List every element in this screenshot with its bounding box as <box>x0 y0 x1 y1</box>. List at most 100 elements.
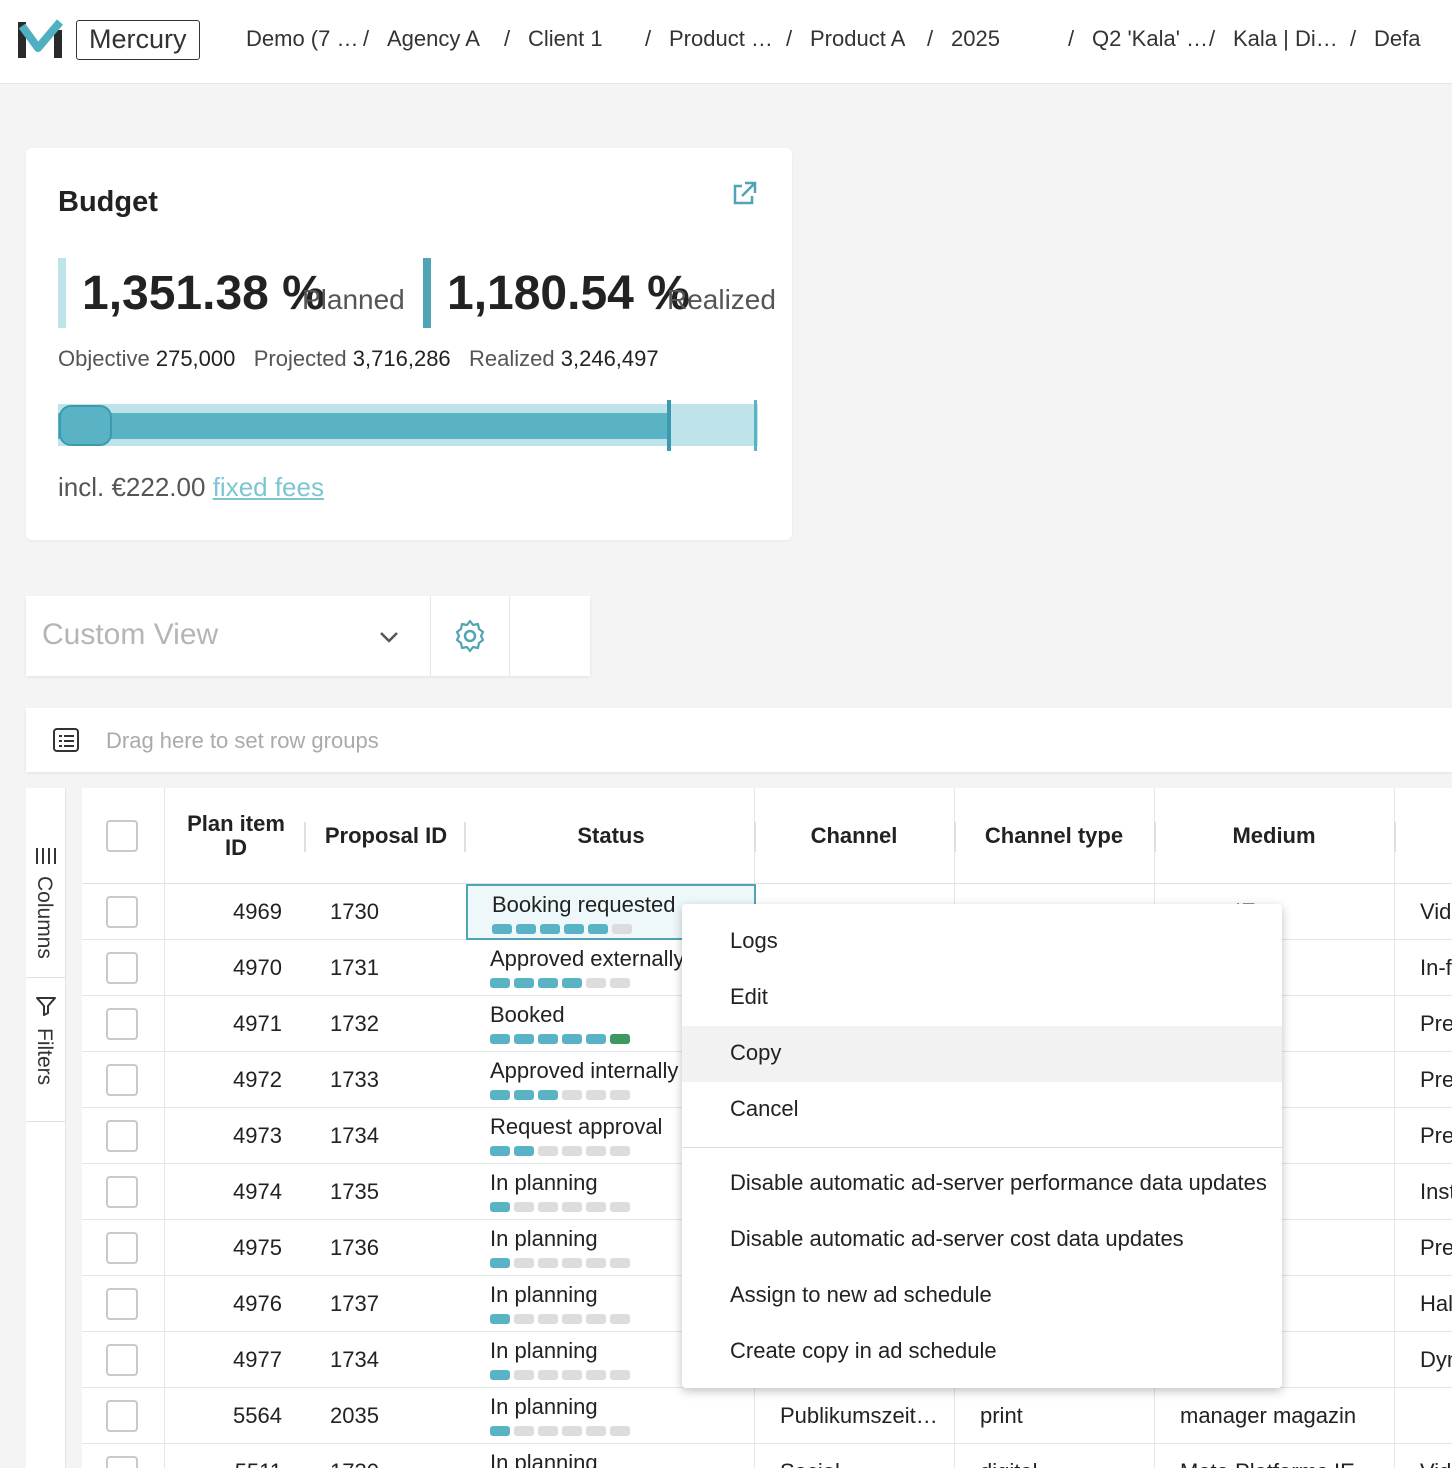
channel-type-cell[interactable]: digital <box>980 1459 1140 1468</box>
plan-item-id-cell[interactable]: 4975 <box>233 1235 282 1260</box>
next-column-cell[interactable]: Inst <box>1420 1179 1452 1204</box>
header-plan-item-id[interactable]: Plan item ID <box>187 811 285 860</box>
row-checkbox[interactable] <box>106 1232 138 1264</box>
proposal-id-cell[interactable]: 1734 <box>330 1347 379 1372</box>
row-checkbox[interactable] <box>106 1456 138 1468</box>
budget-progress-handle[interactable] <box>59 405 112 446</box>
plan-item-id-cell[interactable]: 4973 <box>233 1123 282 1148</box>
channel-cell[interactable]: Publikumszeit… <box>780 1403 938 1428</box>
status-cell[interactable]: In planning <box>466 1444 756 1468</box>
breadcrumb-item[interactable]: Product … <box>669 26 773 51</box>
breadcrumb-item[interactable]: 2025 <box>951 26 1000 51</box>
proposal-id-cell[interactable]: 1732 <box>330 1011 379 1036</box>
status-cell[interactable]: Booked <box>466 996 756 1052</box>
breadcrumb-item[interactable]: Product A <box>810 26 906 51</box>
row-checkbox[interactable] <box>106 1008 138 1040</box>
status-cell[interactable]: Approved internally <box>466 1052 756 1108</box>
header-proposal-id[interactable]: Proposal ID <box>324 823 448 848</box>
medium-cell[interactable]: Meta Platforms IE … <box>1180 1459 1380 1468</box>
plan-item-id-cell[interactable]: 4974 <box>233 1179 282 1204</box>
status-cell[interactable]: In planning <box>466 1276 756 1332</box>
next-column-cell[interactable]: Dyn <box>1420 1347 1452 1372</box>
status-cell[interactable]: In planning <box>466 1332 756 1388</box>
filters-tab[interactable]: Filters <box>26 978 66 1122</box>
mercury-logo-icon[interactable] <box>16 18 64 60</box>
next-column-cell[interactable]: Pre <box>1420 1011 1452 1036</box>
status-progress-step <box>538 1090 558 1100</box>
columns-tab[interactable]: Columns <box>26 820 66 978</box>
external-link-icon[interactable] <box>730 180 758 208</box>
plan-item-id-cell[interactable]: 5511 <box>178 1459 282 1468</box>
proposal-id-cell[interactable]: 1736 <box>330 1235 379 1260</box>
proposal-id-cell[interactable]: 1733 <box>330 1067 379 1092</box>
plan-item-id-cell[interactable]: 4969 <box>233 899 282 924</box>
next-column-cell[interactable]: Hal <box>1420 1291 1452 1316</box>
next-column-cell[interactable]: Vid <box>1420 1459 1452 1468</box>
status-progress-step <box>610 978 630 988</box>
status-cell[interactable]: Approved externally <box>466 940 756 996</box>
next-column-cell[interactable]: Pre <box>1420 1123 1452 1148</box>
channel-cell[interactable]: Social <box>780 1459 940 1468</box>
table-row[interactable]: 5511 1730 In planning Social digital Meta Pla… <box>82 1444 1452 1468</box>
channel-type-cell[interactable]: print <box>980 1403 1023 1428</box>
proposal-id-cell[interactable]: 1730 <box>330 1459 450 1468</box>
select-all-checkbox[interactable] <box>106 820 138 852</box>
fixed-fees-link[interactable]: fixed fees <box>212 472 324 502</box>
proposal-id-cell[interactable]: 1734 <box>330 1123 379 1148</box>
breadcrumb-item[interactable]: Agency A <box>387 26 480 51</box>
status-cell[interactable]: In planning <box>466 1220 756 1276</box>
row-checkbox[interactable] <box>106 1064 138 1096</box>
plan-item-id-cell[interactable]: 4976 <box>233 1291 282 1316</box>
menu-item-bottom[interactable]: Disable automatic ad-server cost data up… <box>682 1212 1282 1268</box>
header-status[interactable]: Status <box>577 823 645 848</box>
next-column-cell[interactable]: Vid <box>1420 899 1452 924</box>
next-column-cell[interactable]: In-f <box>1420 955 1452 980</box>
breadcrumb-item[interactable]: Q2 'Kala' … <box>1092 26 1209 51</box>
menu-item-cancel[interactable]: Cancel <box>682 1082 1282 1138</box>
proposal-id-cell[interactable]: 2035 <box>330 1403 379 1428</box>
medium-cell[interactable]: manager magazin <box>1180 1403 1357 1428</box>
menu-item-copy[interactable]: Copy <box>682 1026 1282 1082</box>
breadcrumb-item[interactable]: Defau <box>1374 26 1422 51</box>
status-cell[interactable]: Request approval <box>466 1108 756 1164</box>
menu-item-bottom[interactable]: Disable automatic ad-server performance … <box>682 1156 1282 1212</box>
row-checkbox[interactable] <box>106 1176 138 1208</box>
breadcrumb-item[interactable]: Client 1 <box>528 26 603 51</box>
row-checkbox[interactable] <box>106 1400 138 1432</box>
header-medium[interactable]: Medium <box>1232 823 1316 848</box>
header-channel-type[interactable]: Channel type <box>984 823 1124 848</box>
row-checkbox[interactable] <box>106 1120 138 1152</box>
plan-item-id-cell[interactable]: 5564 <box>233 1403 282 1428</box>
next-column-cell[interactable]: Pre <box>1420 1235 1452 1260</box>
row-checkbox[interactable] <box>106 1288 138 1320</box>
row-checkbox[interactable] <box>106 952 138 984</box>
proposal-id-cell[interactable]: 1735 <box>330 1179 379 1204</box>
plan-item-id-cell[interactable]: 4971 <box>233 1011 282 1036</box>
status-cell[interactable]: In planning <box>466 1388 756 1444</box>
row-checkbox[interactable] <box>106 896 138 928</box>
menu-item-edit[interactable]: Edit <box>682 970 1282 1026</box>
status-cell[interactable]: Booking requested <box>466 884 756 940</box>
proposal-id-cell[interactable]: 1737 <box>330 1291 379 1316</box>
menu-item-logs[interactable]: Logs <box>682 914 1282 970</box>
plan-item-id-cell[interactable]: 4970 <box>233 955 282 980</box>
table-row[interactable]: 5564 2035 In planning Publikumszeit… print ma… <box>82 1388 1452 1444</box>
breadcrumb-item[interactable]: Kala | Di… <box>1233 26 1338 51</box>
plan-item-id-cell[interactable]: 4972 <box>233 1067 282 1092</box>
next-column-cell[interactable]: Pre <box>1420 1067 1452 1092</box>
menu-item-bottom[interactable]: Assign to new ad schedule <box>682 1268 1282 1324</box>
plan-item-id-cell[interactable]: 4977 <box>233 1347 282 1372</box>
status-label: In planning <box>490 1450 598 1468</box>
custom-view-select[interactable]: Custom View <box>26 596 430 676</box>
header-channel[interactable]: Channel <box>810 823 898 848</box>
app-name[interactable]: Mercury <box>76 20 200 60</box>
status-cell[interactable]: In planning <box>466 1164 756 1220</box>
row-checkbox[interactable] <box>106 1344 138 1376</box>
proposal-id-cell[interactable]: 1731 <box>330 955 379 980</box>
menu-item-bottom[interactable]: Create copy in ad schedule <box>682 1324 1282 1380</box>
gear-icon[interactable] <box>452 618 488 654</box>
breadcrumb-item[interactable]: Demo (7 … <box>246 26 359 51</box>
row-groups-bar[interactable]: Drag here to set row groups <box>26 708 1452 772</box>
proposal-id-cell[interactable]: 1730 <box>330 899 379 924</box>
